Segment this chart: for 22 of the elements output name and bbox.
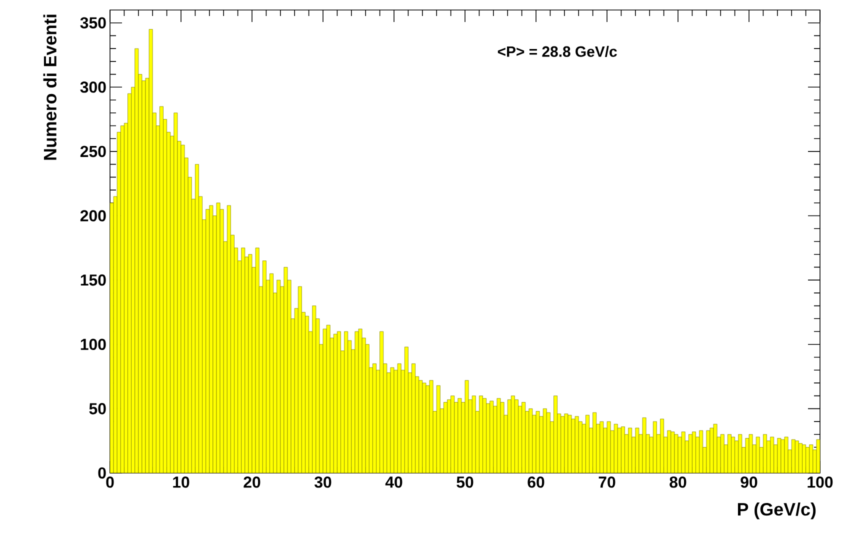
y-tick-label: 150 — [80, 274, 106, 286]
y-tick-label: 200 — [80, 210, 106, 222]
y-tick-label: 50 — [89, 403, 106, 414]
x-tick-label: 20 — [244, 476, 260, 488]
x-tick-label: 80 — [670, 476, 686, 488]
x-tick-label: 0 — [106, 476, 114, 488]
x-tick-label: 50 — [456, 476, 474, 488]
x-tick-label: 40 — [385, 476, 402, 488]
y-tick-label: 300 — [80, 82, 106, 93]
x-axis-title: P (GeV/c) — [738, 502, 816, 520]
y-tick-label: 350 — [80, 17, 106, 28]
annotation: <P> = 28.8 GeV/c — [498, 46, 617, 58]
x-tick-label: 70 — [598, 476, 616, 488]
x-tick-label: 100 — [808, 476, 833, 488]
y-tick-label: 250 — [80, 146, 106, 158]
x-tick-label: 30 — [314, 476, 332, 488]
y-tick-label: 100 — [80, 338, 106, 350]
y-tick-label: 0 — [98, 467, 106, 479]
x-tick-label: 90 — [740, 476, 758, 488]
x-tick-label: 60 — [528, 476, 544, 488]
x-tick-label: 10 — [173, 476, 190, 488]
y-axis-title: Numero di Eventi — [43, 14, 56, 160]
